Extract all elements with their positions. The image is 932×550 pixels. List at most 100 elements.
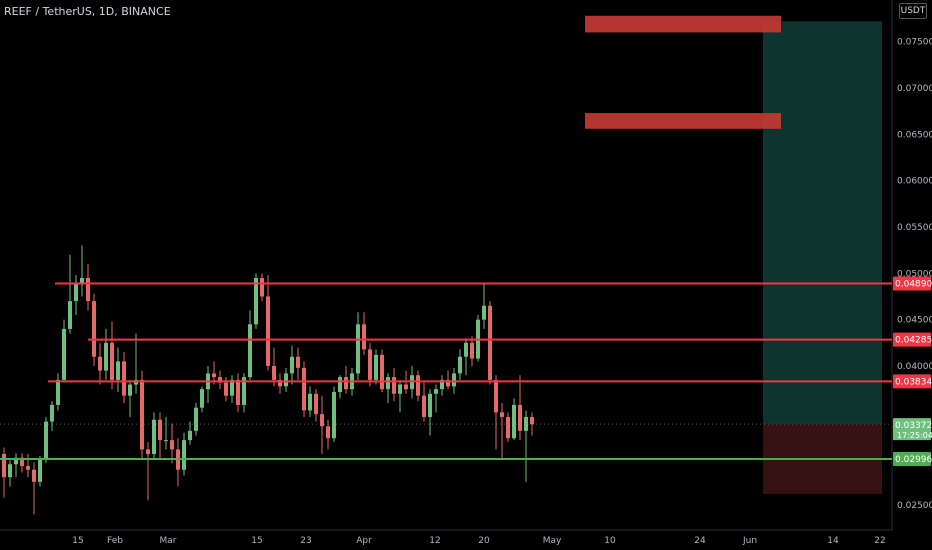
candle[interactable]	[98, 356, 102, 371]
target-zone[interactable]	[763, 21, 882, 425]
candle[interactable]	[284, 373, 288, 387]
candle[interactable]	[422, 395, 426, 417]
candle[interactable]	[338, 377, 342, 392]
candle[interactable]	[38, 458, 42, 482]
candle[interactable]	[434, 389, 438, 394]
candle[interactable]	[44, 421, 48, 459]
candle[interactable]	[374, 354, 378, 380]
candle[interactable]	[254, 277, 258, 325]
candle[interactable]	[392, 377, 396, 394]
candle[interactable]	[404, 384, 408, 390]
candle[interactable]	[488, 305, 492, 380]
candle[interactable]	[470, 342, 474, 359]
level-price-label: 0.038344	[895, 377, 932, 387]
candle[interactable]	[458, 356, 462, 374]
candle[interactable]	[26, 466, 30, 470]
candle[interactable]	[440, 379, 444, 390]
candle[interactable]	[152, 419, 156, 455]
candle[interactable]	[428, 393, 432, 417]
candle[interactable]	[2, 454, 6, 478]
candle[interactable]	[332, 391, 336, 439]
candle[interactable]	[86, 277, 90, 302]
last-price-tag[interactable]	[893, 418, 931, 441]
candle[interactable]	[452, 373, 456, 387]
candle[interactable]	[368, 349, 372, 380]
candle[interactable]	[140, 379, 144, 450]
candle[interactable]	[326, 426, 330, 439]
symbol-title[interactable]: REEF / TetherUS, 1D, BINANCE	[4, 5, 171, 18]
candle[interactable]	[524, 416, 528, 431]
candle[interactable]	[380, 354, 384, 390]
candle[interactable]	[104, 342, 108, 371]
candle[interactable]	[320, 414, 324, 427]
candle[interactable]	[218, 377, 222, 383]
x-tick-label: 14	[827, 536, 839, 546]
candle[interactable]	[20, 457, 24, 467]
candle[interactable]	[32, 469, 36, 482]
candle[interactable]	[68, 301, 72, 329]
candle[interactable]	[128, 384, 132, 396]
candle[interactable]	[188, 430, 192, 441]
candle[interactable]	[80, 277, 84, 283]
candle[interactable]	[302, 367, 306, 411]
candle[interactable]	[110, 342, 114, 380]
candle[interactable]	[230, 379, 234, 396]
candle[interactable]	[248, 324, 252, 378]
candle[interactable]	[122, 361, 126, 396]
candle[interactable]	[62, 328, 66, 380]
candle[interactable]	[518, 404, 522, 431]
candle[interactable]	[50, 404, 54, 422]
candle[interactable]	[512, 404, 516, 439]
candle[interactable]	[314, 393, 318, 415]
target-box-1[interactable]	[585, 15, 781, 33]
level-price-tag[interactable]	[893, 276, 931, 291]
candle[interactable]	[386, 377, 390, 390]
candle[interactable]	[344, 377, 348, 390]
candle[interactable]	[296, 356, 300, 368]
candle[interactable]	[182, 440, 186, 470]
level-price-tag[interactable]	[893, 451, 931, 466]
candle[interactable]	[446, 379, 450, 387]
candle[interactable]	[482, 305, 486, 320]
candle[interactable]	[116, 361, 120, 380]
candle[interactable]	[74, 282, 78, 302]
candle[interactable]	[194, 407, 198, 431]
candle[interactable]	[158, 419, 162, 441]
candle[interactable]	[14, 457, 18, 465]
candle[interactable]	[260, 277, 264, 297]
candle[interactable]	[164, 440, 168, 442]
candle[interactable]	[500, 412, 504, 417]
level-price-tag[interactable]	[893, 332, 931, 347]
candle[interactable]	[170, 440, 174, 450]
candle[interactable]	[356, 324, 360, 374]
candle[interactable]	[272, 365, 276, 380]
target-box-2[interactable]	[585, 113, 781, 129]
currency-badge[interactable]: USDT	[899, 3, 927, 19]
candle[interactable]	[398, 384, 402, 394]
candle[interactable]	[212, 373, 216, 378]
candle[interactable]	[266, 296, 270, 366]
candle[interactable]	[362, 324, 366, 350]
candle[interactable]	[530, 416, 534, 425]
candle[interactable]	[200, 389, 204, 408]
candle[interactable]	[146, 449, 150, 455]
candle[interactable]	[464, 342, 468, 357]
candle[interactable]	[494, 379, 498, 413]
candle[interactable]	[278, 379, 282, 387]
candle[interactable]	[416, 375, 420, 396]
candle[interactable]	[242, 377, 246, 405]
candle[interactable]	[506, 416, 510, 439]
level-price-tag[interactable]	[893, 374, 931, 389]
candle[interactable]	[290, 356, 294, 374]
candle[interactable]	[92, 301, 96, 357]
candle[interactable]	[308, 393, 312, 411]
candle[interactable]	[8, 464, 12, 478]
candle[interactable]	[224, 382, 228, 396]
candle[interactable]	[56, 379, 60, 405]
candle[interactable]	[236, 379, 240, 405]
